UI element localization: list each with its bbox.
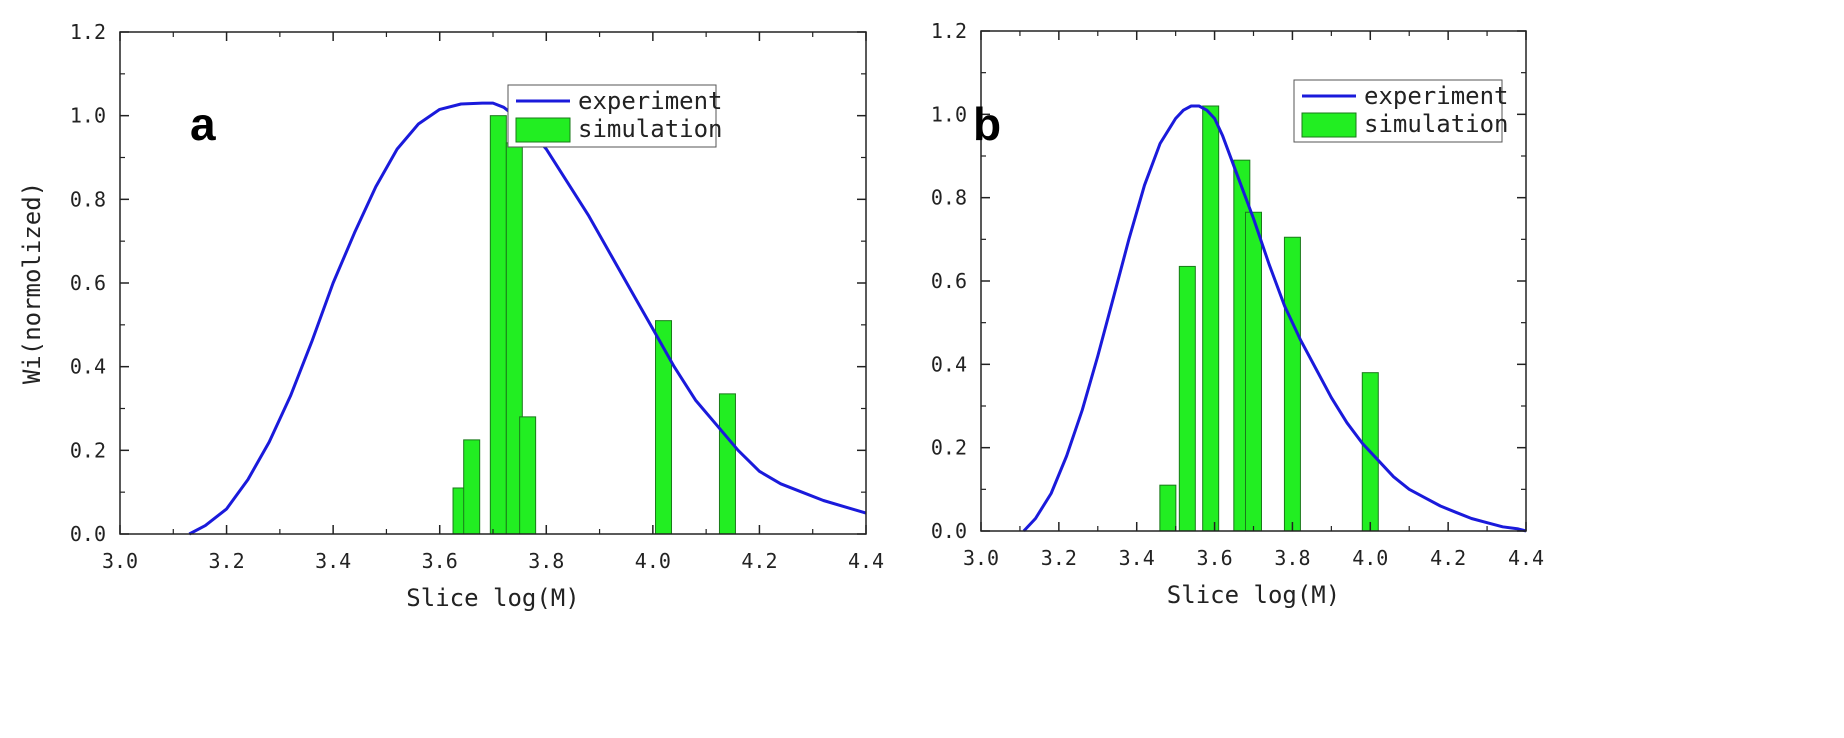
chart-b-legend-experiment-label: experiment — [1364, 82, 1509, 110]
chart-b-simulation-bar — [1283, 236, 1301, 532]
chart-panel-a: 3.0 3.2 3.4 3.6 3.8 4.0 4.2 4.4 0.0 0.2 0.4 0.6 0.8 1… — [18, 20, 884, 612]
chart-a-x-tick-label: 4.2 — [741, 549, 777, 573]
chart-a-y-axis-title: Wi(normolized) — [18, 182, 46, 384]
chart-b-x-tick-label: 3.6 — [1197, 546, 1233, 570]
chart-b-x-tick-label: 4.4 — [1508, 546, 1544, 570]
chart-b-y-tick-label: 0.0 — [931, 519, 967, 543]
chart-a-svg: 3.0 3.2 3.4 3.6 3.8 4.0 4.2 4.4 0.0 0.2 0.4 0.6 0.8 1… — [18, 20, 884, 612]
chart-b-x-tick-label: 3.4 — [1119, 546, 1155, 570]
chart-a-y-tick-label: 1.2 — [70, 20, 106, 44]
chart-b-simulation-bar — [1159, 484, 1177, 532]
chart-a-x-tick-label: 3.4 — [315, 549, 351, 573]
chart-a-simulation-bar — [655, 320, 673, 535]
chart-b-x-tick-label: 3.0 — [963, 546, 999, 570]
chart-b-simulation-bar — [1202, 105, 1220, 532]
chart-a-x-axis-title: Slice log(M) — [406, 584, 579, 612]
chart-a-y-tick-label: 0.4 — [70, 355, 106, 379]
chart-a-x-tick-label: 3.2 — [209, 549, 245, 573]
chart-a-simulation-bar — [463, 439, 481, 535]
chart-b-svg: 3.0 3.2 3.4 3.6 3.8 4.0 4.2 4.4 0.0 0.2 0.4 0.6 0.8 1… — [879, 19, 1544, 609]
chart-b-x-axis-title: Slice log(M) — [1167, 581, 1340, 609]
chart-a-panel-letter: a — [190, 98, 216, 150]
chart-a-legend-bar-swatch — [515, 117, 571, 143]
chart-a-legend-simulation-label: simulation — [578, 115, 723, 143]
chart-b-y-tick-label: 0.6 — [931, 269, 967, 293]
chart-panel-b: 3.0 3.2 3.4 3.6 3.8 4.0 4.2 4.4 0.0 0.2 0.4 0.6 0.8 1… — [879, 0, 1844, 738]
chart-a-y-tick-label: 1.0 — [70, 104, 106, 128]
chart-b-legend-simulation-label: simulation — [1364, 110, 1509, 138]
chart-b-simulation-bar — [1245, 211, 1262, 532]
chart-b-y-tick-label: 1.0 — [931, 102, 967, 126]
chart-a-y-tick-label: 0.8 — [70, 187, 106, 211]
chart-b-legend-bar-swatch — [1301, 112, 1357, 138]
chart-b-panel-letter: b — [973, 98, 1001, 150]
chart-a-x-tick-label: 3.0 — [102, 549, 138, 573]
chart-b-x-tick-label: 3.8 — [1274, 546, 1310, 570]
chart-b-y-tick-label: 0.8 — [931, 186, 967, 210]
chart-b-x-tick-label: 4.0 — [1352, 546, 1388, 570]
chart-a-simulation-bar — [489, 115, 507, 535]
chart-b-y-tick-label: 0.2 — [931, 436, 967, 460]
chart-a-y-tick-label: 0.6 — [70, 271, 106, 295]
chart-a-y-tick-label: 0.2 — [70, 438, 106, 462]
chart-b-experiment-line — [1022, 104, 1527, 533]
chart-a-x-tick-label: 4.4 — [848, 549, 884, 573]
chart-b-simulation-bar — [1178, 265, 1196, 532]
chart-b-y-tick-label: 0.4 — [931, 352, 967, 376]
chart-b-y-tick-label: 1.2 — [931, 19, 967, 43]
chart-a-x-tick-label: 3.8 — [528, 549, 564, 573]
chart-a-y-tick-label: 0.0 — [70, 522, 106, 546]
chart-b-x-tick-label: 4.2 — [1430, 546, 1466, 570]
chart-a-x-tick-label: 4.0 — [635, 549, 671, 573]
chart-b-x-tick-label: 3.2 — [1041, 546, 1077, 570]
chart-a-x-tick-label: 3.6 — [422, 549, 458, 573]
chart-a-simulation-bar — [718, 393, 736, 535]
chart-a-simulation-bar — [519, 416, 537, 535]
chart-a-legend-experiment-label: experiment — [578, 87, 723, 115]
